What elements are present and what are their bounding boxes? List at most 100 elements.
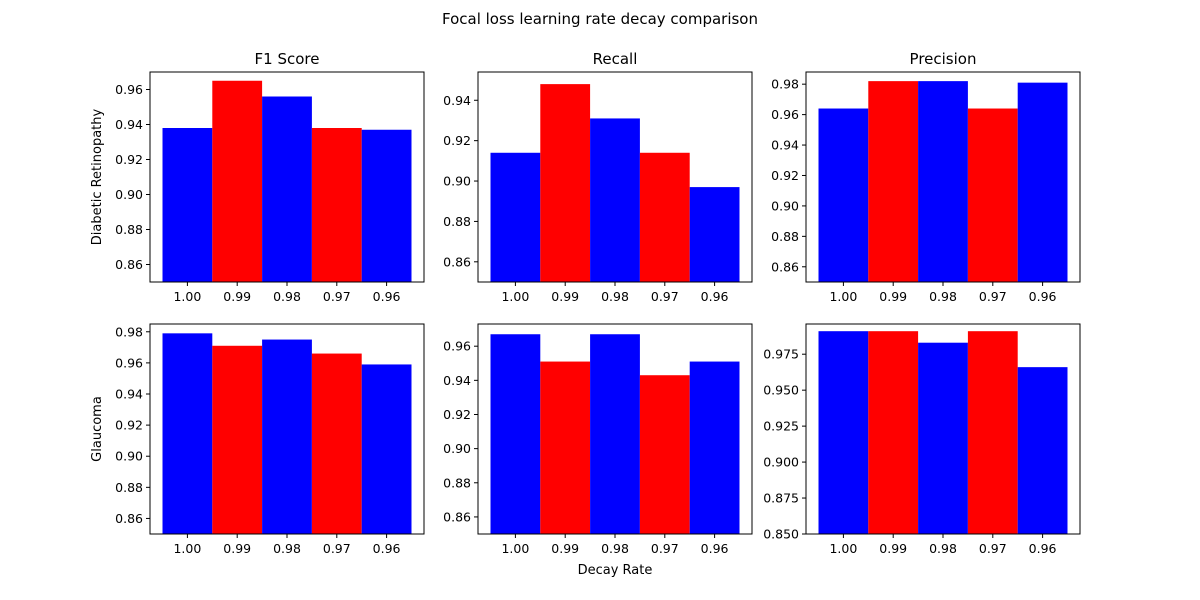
bar-0.97	[311, 353, 362, 534]
y-tick-label: 0.86	[771, 259, 799, 274]
x-tick-label: 0.97	[651, 289, 679, 304]
bar-1.00	[490, 152, 541, 282]
x-tick-label: 1.00	[829, 541, 857, 556]
bar-0.99	[212, 345, 263, 534]
y-tick-label: 0.88	[443, 214, 471, 229]
x-tick-label: 1.00	[173, 541, 201, 556]
bar-0.96	[1017, 367, 1068, 534]
y-tick-label: 0.950	[763, 383, 799, 398]
y-tick-label: 0.975	[763, 347, 799, 362]
y-tick-label: 0.96	[115, 82, 143, 97]
bar-0.98	[590, 118, 640, 282]
y-tick-label: 0.92	[443, 133, 471, 148]
y-tick-label: 0.94	[771, 138, 799, 153]
x-tick-label: 0.96	[1029, 289, 1057, 304]
subplot-3: 0.86 0.88 0.90 0.92 0.94 0.96 0.98 1.00 0.99 0.98…	[771, 50, 1081, 304]
bar-0.98	[590, 334, 640, 534]
bar-0.99	[868, 81, 919, 282]
x-tick-label: 0.96	[373, 541, 401, 556]
bar-1.00	[162, 128, 213, 282]
y-tick-label: 0.90	[115, 449, 143, 464]
bar-0.97	[639, 375, 690, 534]
bar-0.99	[540, 361, 591, 534]
bar-1.00	[490, 334, 541, 534]
bar-0.97	[311, 128, 362, 282]
figure-title: Focal loss learning rate decay compariso…	[442, 10, 758, 28]
x-tick-label: 0.96	[701, 541, 729, 556]
x-tick-label: 0.96	[373, 289, 401, 304]
subplot-4: 0.86 0.88 0.90 0.92 0.94 0.96 0.98 1.00 0.99 0.98…	[90, 323, 425, 556]
x-tick-label: 0.97	[323, 289, 351, 304]
x-tick-label: 0.98	[929, 289, 957, 304]
bar-0.96	[1017, 82, 1068, 282]
bar-0.97	[967, 108, 1018, 283]
x-tick-label: 0.99	[879, 289, 907, 304]
bar-1.00	[818, 108, 869, 283]
y-tick-label: 0.98	[115, 324, 143, 339]
subplot-title: Precision	[910, 50, 977, 68]
bar-0.99	[212, 80, 263, 282]
y-tick-label: 0.900	[763, 455, 799, 470]
x-tick-label: 1.00	[829, 289, 857, 304]
x-axis-label: Decay Rate	[578, 563, 653, 578]
x-tick-label: 0.98	[601, 289, 629, 304]
bar-0.98	[262, 96, 312, 282]
y-tick-label: 0.875	[763, 491, 799, 506]
y-tick-label: 0.96	[771, 107, 799, 122]
bar-0.98	[918, 342, 968, 534]
y-tick-label: 0.94	[115, 387, 143, 402]
subplot-grid: 0.86 0.88 0.90 0.92 0.94 0.96 1.00 0.99 0.98 0.97…	[90, 50, 1081, 556]
subplot-2: 0.86 0.88 0.90 0.92 0.94 1.00 0.99 0.98 0.97 0.96…	[443, 50, 753, 304]
y-tick-label: 0.88	[443, 475, 471, 490]
y-tick-label: 0.88	[115, 222, 143, 237]
y-tick-label: 0.86	[115, 511, 143, 526]
y-tick-label: 0.86	[115, 257, 143, 272]
y-tick-label: 0.850	[763, 527, 799, 542]
y-tick-label: 0.90	[771, 198, 799, 213]
y-tick-label: 0.96	[115, 355, 143, 370]
x-tick-label: 1.00	[501, 541, 529, 556]
bar-0.97	[967, 331, 1018, 534]
x-tick-label: 0.99	[879, 541, 907, 556]
y-tick-label: 0.92	[115, 152, 143, 167]
y-tick-label: 0.86	[443, 509, 471, 524]
y-tick-label: 0.96	[443, 339, 471, 354]
subplot-6: 0.850 0.875 0.900 0.925 0.950 0.975 1.00 0.99 0.…	[763, 323, 1081, 556]
x-tick-label: 0.97	[323, 541, 351, 556]
x-tick-label: 0.97	[651, 541, 679, 556]
x-tick-label: 0.98	[273, 541, 301, 556]
y-tick-label: 0.90	[443, 174, 471, 189]
bar-0.99	[868, 331, 919, 534]
x-tick-label: 0.98	[929, 541, 957, 556]
subplot-1: 0.86 0.88 0.90 0.92 0.94 0.96 1.00 0.99 0.98 0.97…	[90, 50, 425, 304]
bar-0.99	[540, 84, 591, 282]
y-tick-label: 0.98	[771, 77, 799, 92]
x-tick-label: 0.98	[273, 289, 301, 304]
y-tick-label: 0.88	[771, 229, 799, 244]
y-tick-label: 0.86	[443, 254, 471, 269]
x-tick-label: 0.99	[551, 289, 579, 304]
x-tick-label: 0.99	[551, 541, 579, 556]
y-axis-label: Diabetic Retinopathy	[90, 108, 105, 245]
x-tick-label: 0.96	[701, 289, 729, 304]
y-tick-label: 0.94	[115, 117, 143, 132]
y-tick-label: 0.94	[443, 93, 471, 108]
x-tick-label: 0.99	[223, 289, 251, 304]
x-tick-label: 1.00	[501, 289, 529, 304]
y-tick-label: 0.90	[443, 441, 471, 456]
x-tick-label: 1.00	[173, 289, 201, 304]
subplot-title: Recall	[593, 50, 638, 68]
x-tick-label: 0.97	[979, 289, 1007, 304]
y-tick-label: 0.94	[443, 373, 471, 388]
bar-0.98	[918, 81, 968, 282]
y-tick-label: 0.90	[115, 187, 143, 202]
x-tick-label: 0.98	[601, 541, 629, 556]
y-tick-label: 0.88	[115, 480, 143, 495]
bar-1.00	[818, 331, 869, 534]
bar-0.97	[639, 152, 690, 282]
bar-0.96	[689, 187, 740, 282]
y-tick-label: 0.925	[763, 419, 799, 434]
y-tick-label: 0.92	[115, 418, 143, 433]
y-axis-label: Glaucoma	[90, 396, 105, 462]
